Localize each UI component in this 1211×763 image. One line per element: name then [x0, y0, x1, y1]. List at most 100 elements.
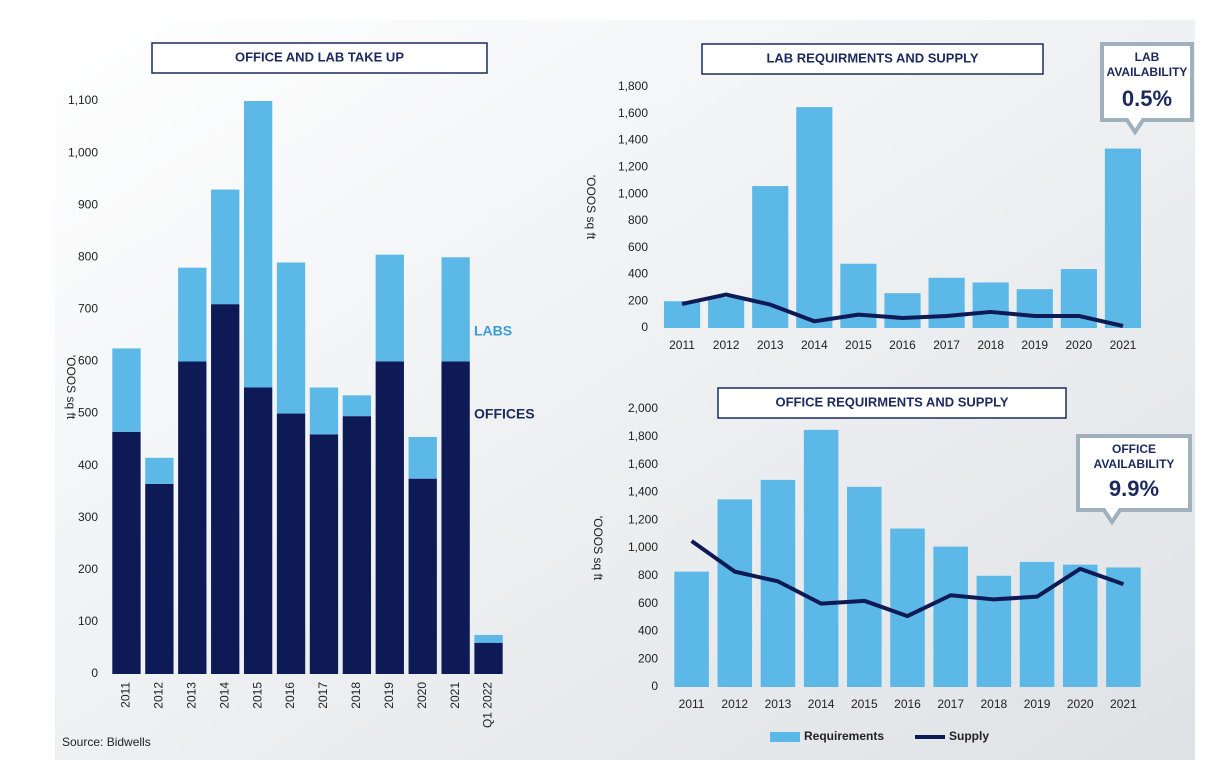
- bar: [933, 547, 968, 687]
- x-tick-label: 2013: [184, 682, 198, 709]
- y-tick-label: 1,000: [68, 145, 98, 159]
- x-tick-label: Q1 2022: [481, 682, 495, 728]
- x-tick-label: 2014: [801, 338, 828, 352]
- bar: [804, 430, 839, 687]
- y-tick-label: 1,600: [618, 106, 648, 120]
- bar-segment: [277, 262, 305, 413]
- bar-segment: [343, 416, 371, 674]
- legend-label: Supply: [949, 729, 989, 743]
- bar: [929, 278, 965, 328]
- y-tick-label: 500: [78, 406, 98, 420]
- y-tick-label: 100: [78, 614, 98, 628]
- callout-text: LAB: [1135, 50, 1160, 64]
- x-tick-label: 2014: [217, 682, 231, 709]
- bar-segment: [310, 388, 338, 435]
- bar: [847, 487, 882, 687]
- bar: [884, 293, 920, 328]
- y-tick-label: 1,100: [68, 93, 98, 107]
- y-tick-label: 1,400: [628, 485, 658, 499]
- bar: [1020, 562, 1055, 687]
- y-tick-label: 1,800: [618, 79, 648, 93]
- bar-segment: [145, 458, 173, 484]
- x-tick-label: 2016: [283, 682, 297, 709]
- y-tick-label: 0: [641, 320, 648, 334]
- x-tick-label: 2020: [1067, 697, 1094, 711]
- chart-title: LAB REQUIRMENTS AND SUPPLY: [766, 50, 978, 65]
- callout-text: 0.5%: [1122, 86, 1172, 111]
- x-tick-label: 2019: [382, 682, 396, 709]
- x-tick-label: 2013: [765, 697, 792, 711]
- bar-segment: [474, 635, 502, 643]
- bar-segment: [441, 257, 469, 361]
- y-tick-label: 1,800: [628, 429, 658, 443]
- chart-page: OFFICE AND LAB TAKE UP 'OOOS sq ft 0 100 200…: [0, 0, 1211, 763]
- x-tick-label: 2021: [1110, 697, 1137, 711]
- x-tick-label: 2011: [119, 682, 133, 708]
- chart-title: OFFICE REQUIRMENTS AND SUPPLY: [775, 394, 1008, 409]
- y-tick-label: 200: [638, 651, 658, 665]
- bar: [674, 572, 709, 687]
- y-tick-label: 700: [78, 302, 98, 316]
- bar-segment: [376, 361, 404, 674]
- source-note: Source: Bidwells: [62, 735, 151, 749]
- chart-title: OFFICE AND LAB TAKE UP: [235, 49, 404, 64]
- bar-segment: [441, 361, 469, 674]
- x-tick-label: 2015: [250, 682, 264, 709]
- x-tick-label: 2017: [937, 697, 964, 711]
- x-tick-label: 2016: [889, 338, 916, 352]
- bar-segment: [343, 395, 371, 416]
- y-tick-label: 800: [638, 568, 658, 582]
- y-axis-label: 'OOOS sq ft: [584, 175, 598, 240]
- y-tick-label: 1,200: [618, 160, 648, 174]
- bar: [890, 529, 925, 687]
- bar: [1017, 289, 1053, 328]
- y-tick-label: 0: [651, 679, 658, 693]
- legend-label: Requirements: [804, 729, 884, 743]
- bar-segment: [211, 304, 239, 674]
- bar-segment: [244, 388, 272, 675]
- y-tick-label: 300: [78, 510, 98, 524]
- bar-segment: [409, 437, 437, 479]
- x-tick-label: 2018: [349, 682, 363, 709]
- x-tick-label: 2013: [757, 338, 784, 352]
- callout-text: AVAILABILITY: [1107, 65, 1188, 79]
- bar-segment: [178, 361, 206, 674]
- bar-segment: [474, 643, 502, 674]
- y-tick-label: 400: [628, 267, 648, 281]
- bar: [1063, 565, 1098, 687]
- y-tick-label: 600: [78, 354, 98, 368]
- y-tick-label: 1,000: [628, 540, 658, 554]
- bar: [708, 297, 744, 328]
- y-tick-label: 1,400: [618, 133, 648, 147]
- series-label: LABS: [474, 323, 512, 339]
- bar-segment: [112, 348, 140, 431]
- bar-segment: [211, 190, 239, 305]
- bar-segment: [244, 101, 272, 388]
- legend-swatch: [770, 732, 800, 742]
- bar: [752, 186, 788, 328]
- x-tick-label: 2021: [448, 682, 462, 709]
- bar-segment: [409, 479, 437, 674]
- series-label: OFFICES: [474, 406, 535, 422]
- y-tick-label: 200: [78, 562, 98, 576]
- bar: [1105, 149, 1141, 328]
- y-tick-label: 800: [78, 249, 98, 263]
- bar-segment: [277, 414, 305, 674]
- callout-text: 9.9%: [1109, 476, 1159, 501]
- bar: [718, 499, 753, 687]
- bar-segment: [376, 255, 404, 362]
- x-tick-label: 2014: [808, 697, 835, 711]
- x-tick-label: 2016: [894, 697, 921, 711]
- y-axis-label: 'OOOS sq ft: [591, 516, 605, 581]
- bar: [664, 301, 700, 328]
- x-tick-label: 2017: [316, 682, 330, 709]
- bar-segment: [112, 432, 140, 674]
- y-tick-label: 2,000: [628, 401, 658, 415]
- x-tick-label: 2015: [851, 697, 878, 711]
- y-tick-label: 1,600: [628, 457, 658, 471]
- x-tick-label: 2017: [933, 338, 960, 352]
- bar-segment: [178, 268, 206, 362]
- callout-text: OFFICE: [1112, 442, 1156, 456]
- x-tick-label: 2012: [152, 682, 166, 709]
- x-tick-label: 2018: [981, 697, 1008, 711]
